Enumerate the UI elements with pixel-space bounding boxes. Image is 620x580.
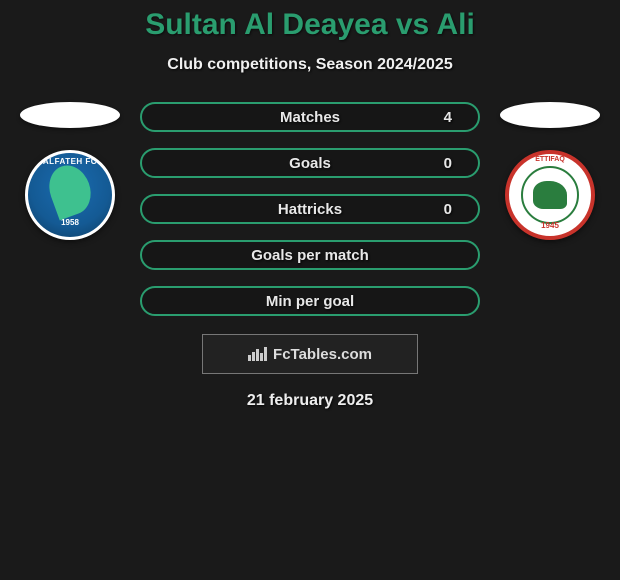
right-club-name: ETTIFAQ xyxy=(535,156,565,163)
stat-value: 0 xyxy=(444,155,452,172)
stats-column: Matches 4 Goals 0 Hattricks 0 Goals per … xyxy=(140,102,480,316)
subtitle: Club competitions, Season 2024/2025 xyxy=(0,56,620,74)
comparison-card: Sultan Al Deayea vs Ali Club competition… xyxy=(0,0,620,410)
left-club-badge: ALFATEH FC 1958 xyxy=(25,150,115,240)
watermark: FcTables.com xyxy=(202,334,418,374)
stat-label: Goals per match xyxy=(251,247,369,264)
stat-row-goals: Goals 0 xyxy=(140,148,480,178)
horse-icon xyxy=(533,181,567,209)
stat-label: Goals xyxy=(289,155,331,172)
stat-row-matches: Matches 4 xyxy=(140,102,480,132)
left-player-oval xyxy=(20,102,120,128)
stat-value: 0 xyxy=(444,201,452,218)
stat-value: 4 xyxy=(444,109,452,126)
right-player-col: ETTIFAQ 1945 xyxy=(500,102,600,240)
right-club-year: 1945 xyxy=(541,221,559,230)
main-row: ALFATEH FC 1958 Matches 4 Goals 0 Hattri… xyxy=(0,102,620,316)
stat-label: Hattricks xyxy=(278,201,342,218)
left-club-name: ALFATEH FC xyxy=(43,157,97,166)
stat-row-goals-per-match: Goals per match xyxy=(140,240,480,270)
date-label: 21 february 2025 xyxy=(0,392,620,410)
right-player-oval xyxy=(500,102,600,128)
stat-label: Matches xyxy=(280,109,340,126)
watermark-text: FcTables.com xyxy=(273,346,372,363)
stat-row-min-per-goal: Min per goal xyxy=(140,286,480,316)
right-badge-ring xyxy=(521,166,579,224)
stat-row-hattricks: Hattricks 0 xyxy=(140,194,480,224)
page-title: Sultan Al Deayea vs Ali xyxy=(0,8,620,42)
left-club-year: 1958 xyxy=(61,218,79,227)
left-player-col: ALFATEH FC 1958 xyxy=(20,102,120,240)
chart-icon xyxy=(248,347,267,361)
right-club-badge: ETTIFAQ 1945 xyxy=(505,150,595,240)
stat-label: Min per goal xyxy=(266,293,354,310)
